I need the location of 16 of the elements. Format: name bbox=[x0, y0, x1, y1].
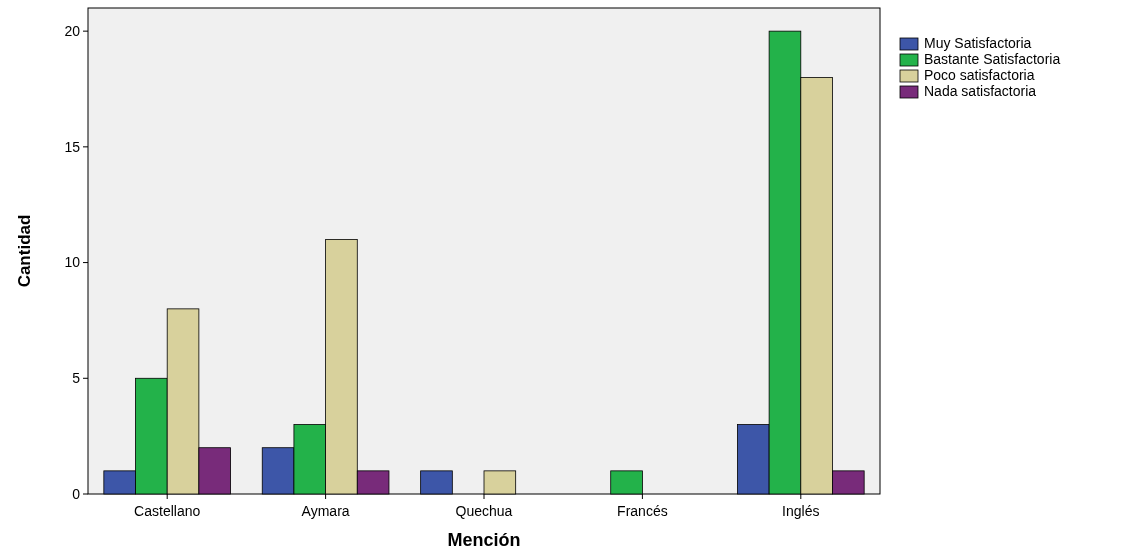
legend-label: Bastante Satisfactoria bbox=[924, 51, 1061, 67]
legend-label: Poco satisfactoria bbox=[924, 67, 1035, 83]
y-axis-title: Cantidad bbox=[15, 214, 34, 288]
y-tick-label: 15 bbox=[64, 138, 81, 155]
x-tick-label: Inglés bbox=[782, 503, 820, 519]
legend-label: Nada satisfactoria bbox=[924, 83, 1037, 99]
x-tick-label: Quechua bbox=[455, 503, 513, 519]
x-tick-label: Castellano bbox=[134, 503, 201, 519]
x-axis-title: Mención bbox=[447, 530, 521, 548]
legend-label: Muy Satisfactoria bbox=[924, 35, 1032, 51]
x-tick-label: Aymara bbox=[301, 503, 350, 519]
y-tick-label: 0 bbox=[72, 485, 81, 502]
y-tick-label: 5 bbox=[72, 370, 81, 387]
y-tick-label: 10 bbox=[64, 254, 81, 271]
y-tick-label: 20 bbox=[64, 23, 81, 40]
x-tick-label: Francés bbox=[617, 503, 668, 519]
